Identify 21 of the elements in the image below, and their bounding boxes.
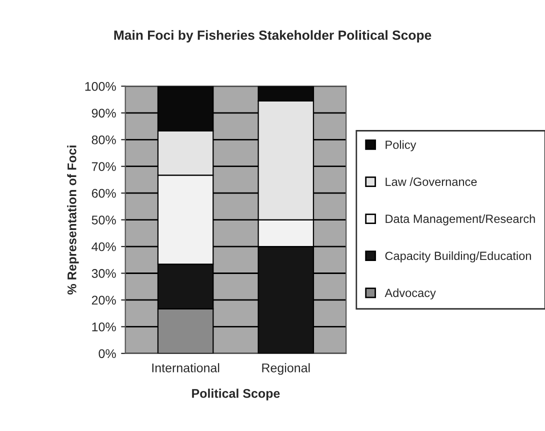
chart-title: Main Foci by Fisheries Stakeholder Political Scope [114, 30, 432, 42]
legend-label: Data Management/Research [386, 214, 535, 226]
x-tick-label: International [152, 363, 220, 372]
y-tick-label: 60% [92, 188, 116, 198]
y-tick-label: 90% [92, 108, 116, 118]
y-tick-label: 70% [92, 162, 116, 172]
legend-label: Law /Governance [386, 177, 477, 186]
y-tick-label: 20% [92, 296, 116, 305]
y-axis-title: % Representation of Foci [67, 146, 79, 295]
y-tick-label: 30% [92, 269, 116, 278]
y-tick-label: 80% [92, 135, 116, 144]
y-tick-label: 40% [92, 242, 116, 252]
legend-label: Capacity Building/Education [385, 251, 531, 262]
legend-label: Advocacy [384, 288, 436, 300]
x-axis-title: Political Scope [192, 388, 280, 400]
y-tick-label: 10% [92, 322, 116, 332]
y-tick-label: 50% [92, 216, 116, 224]
x-tick-label: Regional [262, 363, 310, 375]
y-tick-label: 0% [98, 349, 116, 358]
y-tick-label: 100% [85, 82, 116, 91]
legend-label: Policy [386, 140, 416, 152]
